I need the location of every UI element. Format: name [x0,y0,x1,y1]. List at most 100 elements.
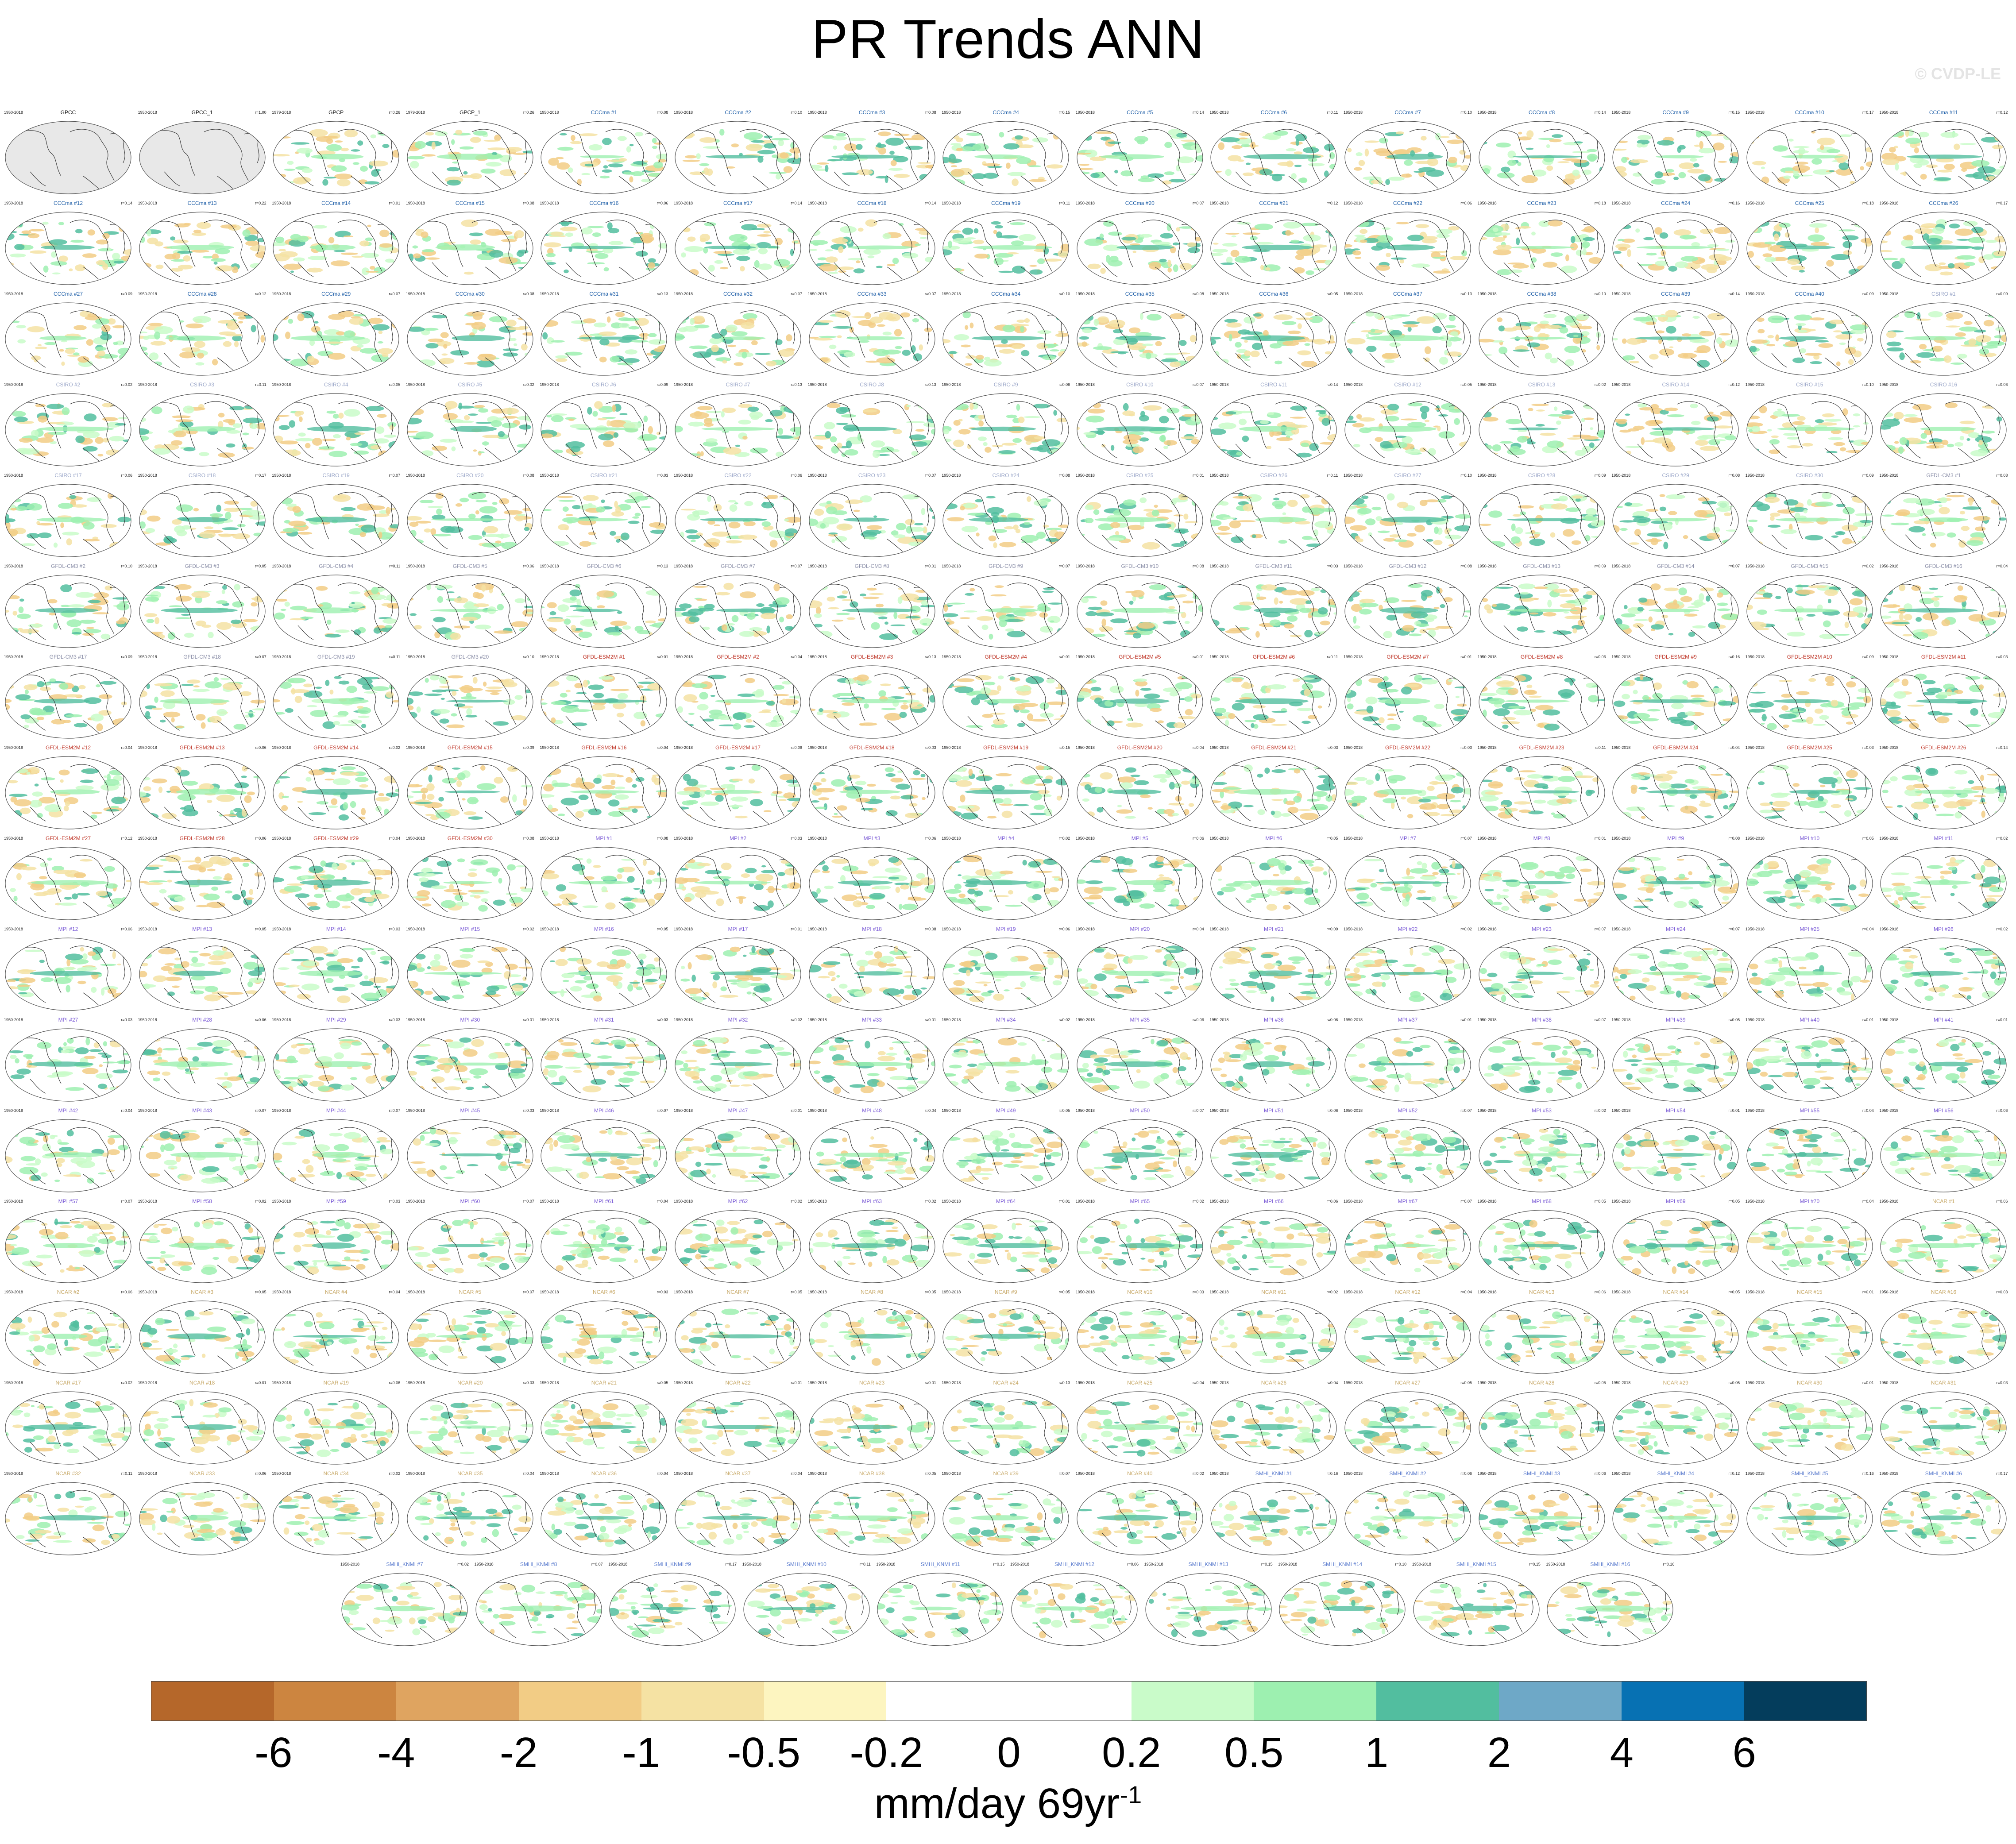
map-panel: GFDL-ESM2M #25 1950-2018 r=0.03 [1745,745,1874,832]
map-panel: GFDL-ESM2M #12 1950-2018 r=0.04 [4,745,133,832]
panel-years: 1950-2018 [807,382,827,387]
panel-years: 1950-2018 [1879,1108,1899,1113]
panel-correlation: r=0.05 [1058,1290,1070,1294]
map-svg [273,847,399,920]
panel-correlation: r=0.09 [523,745,534,750]
coastline [1486,401,1599,461]
panel-years: 1950-2018 [674,1381,693,1385]
panel-years: 1950-2018 [1209,1108,1229,1113]
map-panel: GFDL-ESM2M #30 1950-2018 r=0.08 [406,835,535,922]
colorbar-tick-label: -0.2 [850,1729,923,1776]
panel-correlation: r=0.10 [1594,292,1606,296]
panel-correlation: r=0.03 [523,1381,534,1385]
map-svg [1612,1391,1739,1465]
panel-correlation: r=0.11 [389,564,401,568]
map-svg [5,1300,131,1374]
panel-years: 1950-2018 [1412,1562,1431,1566]
panel-title: SMHI_KNMI #10 [786,1561,826,1567]
colorbar-tick-label: 4 [1610,1729,1634,1776]
panel-correlation: r=0.07 [1728,927,1740,931]
coastline [1352,945,1465,1006]
map-panel: CSIRO #30 1950-2018 r=0.09 [1745,472,1874,559]
panel-title: CSIRO #1 [1931,291,1956,297]
map-panel: CSIRO #15 1950-2018 r=0.10 [1745,382,1874,469]
map-svg [1612,575,1739,648]
coastline [548,583,661,643]
panel-correlation: r=0.04 [791,655,802,659]
map-panel: MPI #8 1950-2018 r=0.01 [1477,835,1607,922]
panel-title: CCCma #26 [1929,200,1958,206]
panel-correlation: r=0.05 [1594,1381,1606,1385]
panel-correlation: r=0.09 [1862,655,1874,659]
panel-correlation: r=0.11 [389,655,401,659]
panel-years: 1950-2018 [1611,201,1631,205]
panel-years: 1950-2018 [807,836,827,841]
map-svg [1880,1391,2007,1465]
coastline [1554,1581,1667,1641]
map-panel: MPI #22 1950-2018 r=0.02 [1343,926,1472,1013]
coastline [1753,1399,1867,1459]
panel-correlation: r=0.14 [1326,382,1338,387]
map-panel: NCAR #9 1950-2018 r=0.05 [941,1289,1070,1376]
panel-correlation: r=0.01 [1460,655,1472,659]
panel-title: CCCma #21 [1259,200,1289,206]
map-panel: MPI #35 1950-2018 r=0.06 [1075,1017,1205,1104]
map-panel: CCCma #15 1950-2018 r=0.08 [406,200,535,287]
panel-title: MPI #49 [996,1107,1016,1114]
panel-correlation: r=0.01 [924,564,936,568]
coastline [1486,764,1599,824]
panel-correlation: r=0.15 [1261,1562,1273,1566]
map-panel: GFDL-CM3 #6 1950-2018 r=0.13 [539,563,668,650]
panel-title: MPI #30 [460,1017,480,1023]
panel-correlation: r=0.04 [389,1290,401,1294]
panel-title: CCCma #1 [591,109,618,116]
panel-years: 1950-2018 [1477,292,1497,296]
panel-correlation: r=0.07 [657,1108,668,1113]
map-panel: MPI #18 1950-2018 r=0.08 [807,926,937,1013]
units-exponent: -1 [1120,1781,1142,1809]
panel-correlation: r=0.05 [1594,1199,1606,1204]
map-panel: GFDL-CM3 #3 1950-2018 r=0.05 [138,563,267,650]
map-svg [139,1482,266,1555]
map-svg [675,937,801,1011]
map-panel: MPI #11 1950-2018 r=0.02 [1879,835,2008,922]
map-svg [1547,1573,1673,1646]
map-svg [1478,665,1605,739]
panel-title: CSIRO #11 [1260,382,1287,388]
panel-title: MPI #4 [997,835,1015,841]
panel-years: 1950-2018 [138,1108,157,1113]
map-panel: GFDL-ESM2M #3 1950-2018 r=0.13 [807,654,937,741]
map-panel: GFDL-CM3 #4 1950-2018 r=0.11 [271,563,401,650]
panel-title: GFDL-CM3 #15 [1791,563,1829,569]
coastline [1888,764,2001,824]
map-panel: CSIRO #26 1950-2018 r=0.11 [1209,472,1338,559]
map-svg [1880,937,2007,1011]
coastline [348,1581,462,1641]
panel-title: CSIRO #9 [993,382,1018,388]
coastline [1753,1218,1867,1278]
map-panel: GFDL-ESM2M #22 1950-2018 r=0.03 [1343,745,1472,832]
map-panel: CCCma #27 1950-2018 r=0.09 [4,291,133,378]
panel-title: MPI #13 [192,926,212,932]
coastline [816,1218,929,1278]
panel-years: 1950-2018 [1879,110,1899,115]
panel-years: 1950-2018 [1144,1562,1163,1566]
coastline [950,855,1063,915]
panel-years: 1950-2018 [272,1471,291,1476]
map-svg [808,847,935,920]
panel-title: NCAR #1 [1932,1198,1955,1204]
coastline [414,1399,527,1459]
map-panel: NCAR #1 1950-2018 r=0.06 [1879,1198,2008,1285]
panel-years: 1950-2018 [4,201,23,205]
map-svg [541,302,667,376]
coastline [1888,855,2001,915]
panel-title: MPI #18 [862,926,882,932]
panel-years: 1950-2018 [1344,292,1363,296]
panel-years: 1950-2018 [406,1290,425,1294]
coastline [548,310,661,370]
map-panel: SMHI_KNMI #8 1950-2018 r=0.07 [474,1561,603,1648]
panel-correlation: r=0.03 [657,1018,668,1022]
panel-years: 1950-2018 [942,1471,961,1476]
coastline [483,1581,596,1641]
panel-title: GFDL-ESM2M #16 [581,745,627,751]
